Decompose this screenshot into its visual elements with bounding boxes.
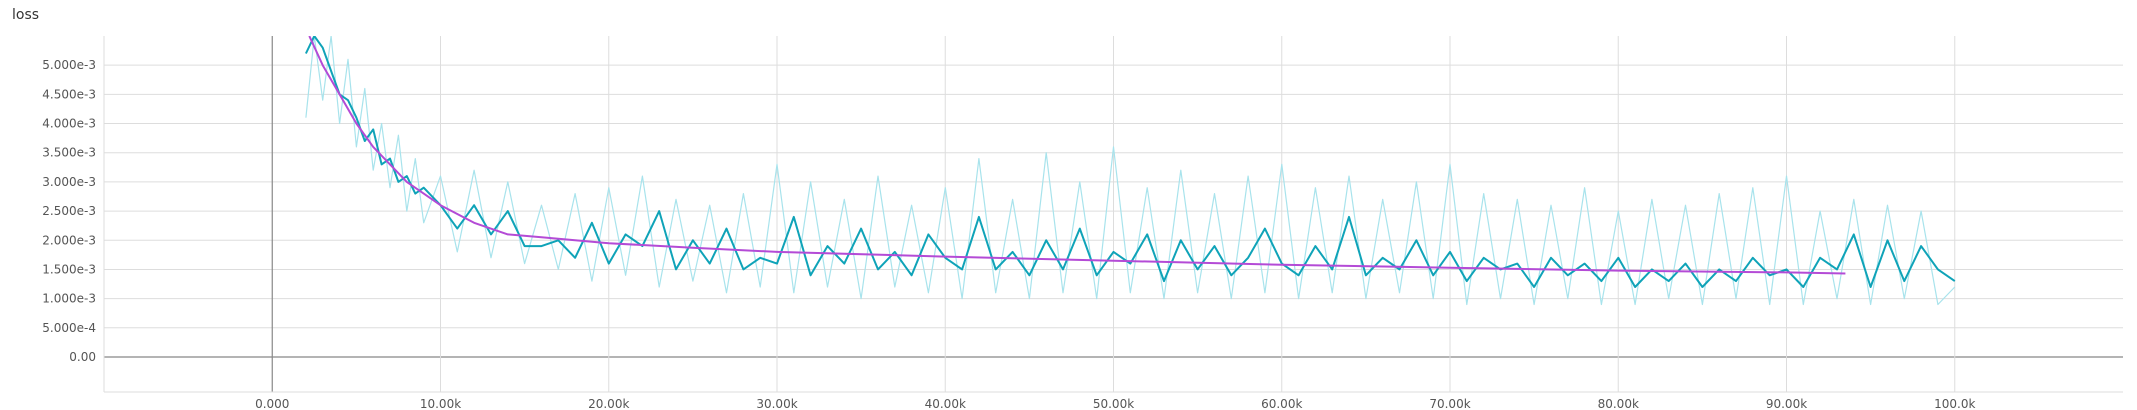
series-line-raw bbox=[305, 36, 1956, 306]
y-tick-label: 2.000e-3 bbox=[42, 233, 96, 247]
y-tick-label: 1.500e-3 bbox=[42, 262, 96, 276]
y-tick-label: 0.00 bbox=[69, 350, 96, 364]
x-tick-label: 70.00k bbox=[1429, 397, 1470, 410]
x-tick-label: 80.00k bbox=[1598, 397, 1639, 410]
y-tick-label: 4.500e-3 bbox=[42, 87, 96, 101]
x-tick-label: 90.00k bbox=[1766, 397, 1807, 410]
y-tick-label: 5.000e-3 bbox=[42, 58, 96, 72]
y-tick-label: 2.500e-3 bbox=[42, 204, 96, 218]
x-tick-label: 40.00k bbox=[925, 397, 966, 410]
x-tick-label: 20.00k bbox=[588, 397, 629, 410]
y-tick-label: 3.000e-3 bbox=[42, 175, 96, 189]
x-tick-label: 100.0k bbox=[1934, 397, 1975, 410]
series-line-trend bbox=[308, 36, 1846, 275]
y-tick-label: 1.000e-3 bbox=[42, 292, 96, 306]
y-tick-label: 4.000e-3 bbox=[42, 117, 96, 131]
x-tick-label: 10.00k bbox=[420, 397, 461, 410]
chart-title: loss bbox=[12, 7, 40, 23]
x-tick-label: 30.00k bbox=[756, 397, 797, 410]
x-tick-label: 0.000 bbox=[255, 397, 289, 410]
y-tick-label: 3.500e-3 bbox=[42, 146, 96, 160]
x-tick-label: 60.00k bbox=[1261, 397, 1302, 410]
x-tick-label: 50.00k bbox=[1093, 397, 1134, 410]
y-tick-label: 5.000e-4 bbox=[42, 321, 96, 335]
series-line-smoothed bbox=[304, 36, 1956, 288]
